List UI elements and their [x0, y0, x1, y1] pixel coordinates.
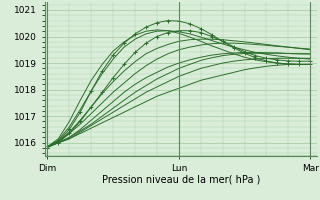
X-axis label: Pression niveau de la mer( hPa ): Pression niveau de la mer( hPa )	[102, 174, 260, 184]
